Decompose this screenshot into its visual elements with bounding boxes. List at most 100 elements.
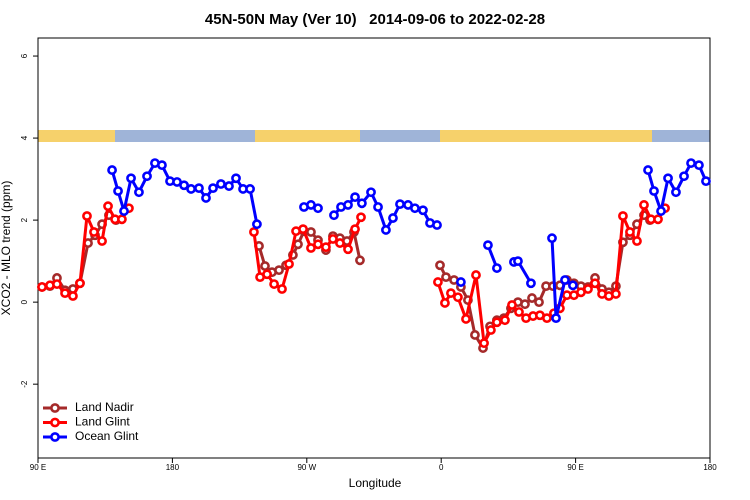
data-point [432,220,442,230]
data-point [471,270,481,280]
data-point [134,187,144,198]
data-point [625,227,635,237]
ocean-band [360,130,440,142]
data-point [500,315,510,326]
data-point [231,173,241,184]
data-point [611,289,621,299]
data-point [224,181,234,191]
data-point [551,313,561,324]
data-point [306,243,316,253]
data-point [381,225,391,235]
data-point [446,288,456,299]
ocean-band [115,130,255,142]
legend-label: Land Nadir [75,400,134,414]
data-point [663,173,673,184]
data-point [82,211,92,221]
data-point [262,269,272,280]
y-tick-label: 0 [20,299,29,304]
data-point [694,160,704,171]
data-point [547,233,557,244]
data-point [656,206,666,216]
legend-swatch-marker [50,432,60,442]
y-tick-label: -2 [20,380,29,388]
land-band [38,130,115,142]
land-band [440,130,652,142]
data-point [373,202,383,212]
data-point [103,201,113,212]
data-point [126,173,136,184]
data-point [453,292,463,303]
data-point [68,291,78,301]
data-point [97,236,107,246]
data-point [277,284,287,294]
x-tick-label: 90 E [567,463,583,472]
data-point [643,165,653,175]
data-point [527,293,537,303]
data-point [313,239,323,250]
data-point [355,255,365,266]
data-point [701,176,711,187]
data-point [60,288,70,299]
data-point [179,180,189,191]
data-point [435,260,445,271]
data-point [492,317,502,328]
x-tick-label: 180 [166,463,180,472]
data-point [486,325,496,335]
data-point [356,212,366,223]
data-point [492,263,502,273]
series [107,158,711,324]
data-point [269,279,279,289]
x-tick-label: 90 W [297,463,316,472]
land-band [255,130,360,142]
legend-swatch-marker [50,417,60,428]
legend-label: Ocean Glint [75,429,139,443]
data-point [470,330,480,340]
data-point [366,187,376,198]
data-point [649,186,659,196]
x-tick-label: 180 [703,463,717,472]
data-point [142,171,152,182]
data-point [119,206,129,216]
data-point [298,224,308,235]
x-axis-label: Longitude [349,476,402,490]
land-ocean-strip [38,130,710,142]
x-tick-label: 90 E [30,463,46,472]
data-point [542,313,552,324]
data-point [321,242,331,253]
data-point [343,200,353,210]
data-point [441,272,451,283]
data-point [284,259,294,269]
data-point [583,284,593,294]
data-point [274,265,284,276]
data-point [671,187,681,198]
data-point [507,300,517,310]
data-point [216,179,226,189]
data-point [461,314,471,324]
data-point [113,186,123,196]
legend-label: Land Glint [75,415,130,429]
data-point [107,165,117,175]
data-point [456,277,466,287]
data-point [37,282,47,292]
chart-title: 45N-50N May (Ver 10) 2014-09-06 to 2022-… [205,11,545,28]
data-point [249,227,259,237]
data-point [52,279,62,289]
data-point [208,183,218,194]
data-point [350,192,360,203]
data-point [568,280,578,291]
data-point [343,244,353,255]
data-point [440,298,450,308]
y-tick-label: 6 [20,53,29,58]
data-point [526,278,536,289]
data-point [357,198,367,209]
data-point [350,224,360,235]
ocean-band [652,130,710,142]
data-point [513,256,523,267]
data-point [201,193,211,203]
data-point [329,210,339,221]
data-point [632,236,642,246]
data-point [245,184,255,194]
